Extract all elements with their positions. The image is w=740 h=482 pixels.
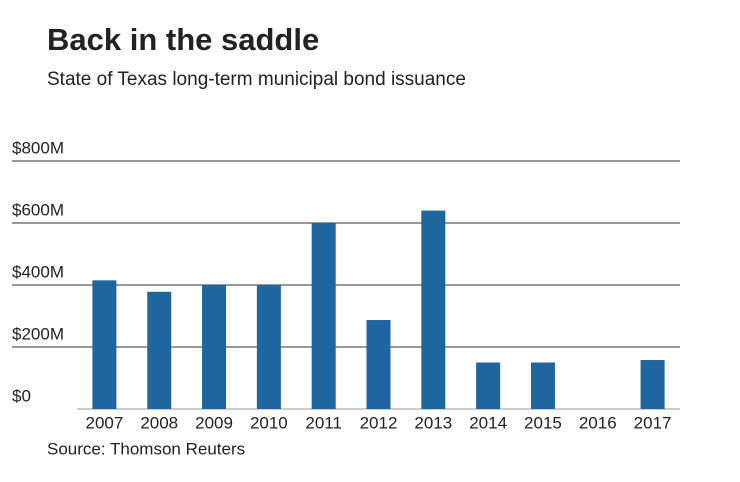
bar	[476, 362, 501, 409]
bar	[202, 285, 227, 409]
y-tick-label: $400M	[12, 262, 64, 281]
x-tick-label: 2008	[140, 413, 178, 432]
y-tick-label: $200M	[12, 324, 64, 343]
bar	[311, 223, 336, 409]
y-tick-label: $600M	[12, 200, 64, 219]
y-tick-label: $0	[12, 386, 31, 405]
x-tick-label: 2012	[360, 413, 398, 432]
x-tick-label: 2016	[579, 413, 617, 432]
bar	[256, 285, 281, 409]
x-tick-label: 2007	[85, 413, 123, 432]
x-tick-label: 2013	[414, 413, 452, 432]
y-tick-label: $800M	[12, 138, 64, 157]
x-tick-label: 2015	[524, 413, 562, 432]
x-tick-label: 2011	[305, 413, 342, 432]
bar	[147, 291, 172, 409]
bar	[421, 210, 446, 409]
source: Source: Thomson Reuters	[47, 439, 245, 458]
bar	[366, 320, 391, 409]
x-tick-label: 2014	[469, 413, 507, 432]
chart-subtitle: State of Texas long-term municipal bond …	[47, 69, 466, 90]
bar	[640, 360, 665, 409]
bar	[92, 280, 117, 409]
x-tick-label: 2010	[250, 413, 288, 432]
x-tick-label: 2017	[634, 413, 672, 432]
x-tick-label: 2009	[195, 413, 233, 432]
chart-title: Back in the saddle	[47, 22, 319, 57]
bar	[530, 362, 555, 409]
